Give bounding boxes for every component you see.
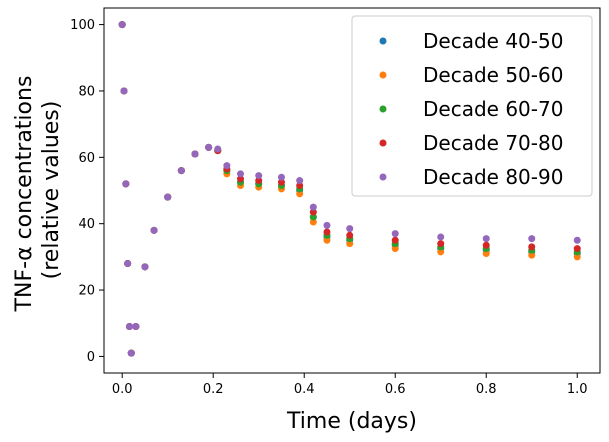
legend-marker — [379, 37, 387, 45]
data-point — [437, 248, 445, 256]
data-point — [573, 236, 581, 244]
data-point — [277, 178, 285, 186]
x-tick-label: 0.8 — [476, 382, 497, 397]
legend-label: Decade 40-50 — [423, 29, 563, 53]
data-point — [482, 235, 490, 243]
legend-item: Decade 80-90 — [379, 165, 563, 189]
data-markers — [118, 21, 581, 357]
y-axis-title-line-2: (relative values) — [39, 101, 64, 280]
data-point — [277, 173, 285, 181]
y-axis-title-line-1: TNF-α concentrations — [12, 76, 37, 313]
series-5 — [118, 21, 581, 357]
data-point — [391, 236, 399, 244]
y-tick-label: 100 — [70, 18, 95, 33]
data-point — [255, 172, 263, 180]
data-point — [132, 323, 140, 331]
data-point — [346, 231, 354, 239]
x-tick-label: 0.0 — [112, 382, 133, 397]
plot-frame — [103, 7, 601, 374]
data-point — [437, 240, 445, 248]
legend-label: Decade 50-60 — [423, 63, 563, 87]
y-tick-label: 0 — [87, 350, 95, 365]
x-tick-label: 0.4 — [294, 382, 315, 397]
data-point — [573, 245, 581, 253]
data-point — [296, 182, 304, 190]
data-point — [323, 236, 331, 244]
data-point — [296, 190, 304, 198]
data-point — [391, 230, 399, 238]
x-axis-ticks: 0.0 0.2 0.4 0.6 0.8 1.0 — [112, 373, 588, 397]
data-point — [237, 170, 245, 178]
data-point — [482, 250, 490, 258]
data-point — [309, 213, 317, 221]
legend-item: Decade 50-60 — [379, 63, 563, 87]
legend-label: Decade 80-90 — [423, 165, 563, 189]
x-tick-label: 1.0 — [567, 382, 588, 397]
data-point — [223, 162, 231, 170]
data-point — [141, 263, 149, 271]
data-point — [124, 260, 132, 267]
data-point — [309, 218, 317, 226]
legend-marker — [379, 139, 387, 147]
legend-marker — [379, 105, 387, 113]
data-point — [573, 253, 581, 261]
data-point — [191, 150, 199, 158]
data-point — [528, 251, 536, 259]
data-point — [164, 193, 172, 201]
x-tick-label: 0.2 — [203, 382, 224, 397]
y-tick-label: 60 — [78, 151, 95, 166]
data-point — [214, 145, 222, 153]
legend-item: Decade 60-70 — [379, 97, 563, 121]
data-point — [528, 235, 536, 243]
legend-item: Decade 70-80 — [379, 131, 563, 155]
data-point — [125, 323, 133, 331]
data-point — [437, 233, 445, 241]
data-point — [309, 208, 317, 216]
data-point — [309, 203, 317, 211]
y-tick-label: 20 — [78, 284, 95, 299]
data-point — [391, 245, 399, 253]
data-point — [120, 87, 128, 95]
legend-marker — [379, 173, 387, 181]
data-point — [118, 21, 126, 29]
data-point — [177, 167, 185, 175]
legend-items: Decade 40-50 Decade 50-60 Decade 60-70 Deca… — [379, 29, 563, 189]
x-tick-label: 0.6 — [385, 382, 406, 397]
y-axis-ticks: 0 20 40 60 80 100 — [70, 18, 104, 365]
data-point — [296, 177, 304, 185]
y-axis-title: TNF-α concentrations (relative values) — [12, 69, 64, 313]
data-point — [323, 228, 331, 236]
legend-label: Decade 60-70 — [423, 97, 563, 121]
y-tick-label: 80 — [78, 84, 95, 99]
data-point — [150, 226, 158, 234]
data-point — [122, 180, 130, 188]
data-point — [346, 240, 354, 248]
data-point — [346, 225, 354, 233]
legend-frame — [351, 15, 593, 197]
data-point — [323, 221, 331, 229]
legend: Decade 40-50 Decade 50-60 Decade 60-70 Deca… — [351, 15, 593, 197]
y-tick-label: 40 — [78, 217, 95, 232]
data-point — [237, 175, 245, 183]
data-point — [205, 143, 213, 151]
x-axis-title: Time (days) — [286, 409, 417, 434]
legend-marker — [379, 71, 387, 79]
data-point — [482, 241, 490, 249]
legend-item: Decade 40-50 — [379, 29, 563, 53]
data-point — [255, 177, 263, 185]
legend-label: Decade 70-80 — [423, 131, 563, 155]
data-point — [528, 243, 536, 251]
data-point — [127, 349, 135, 357]
